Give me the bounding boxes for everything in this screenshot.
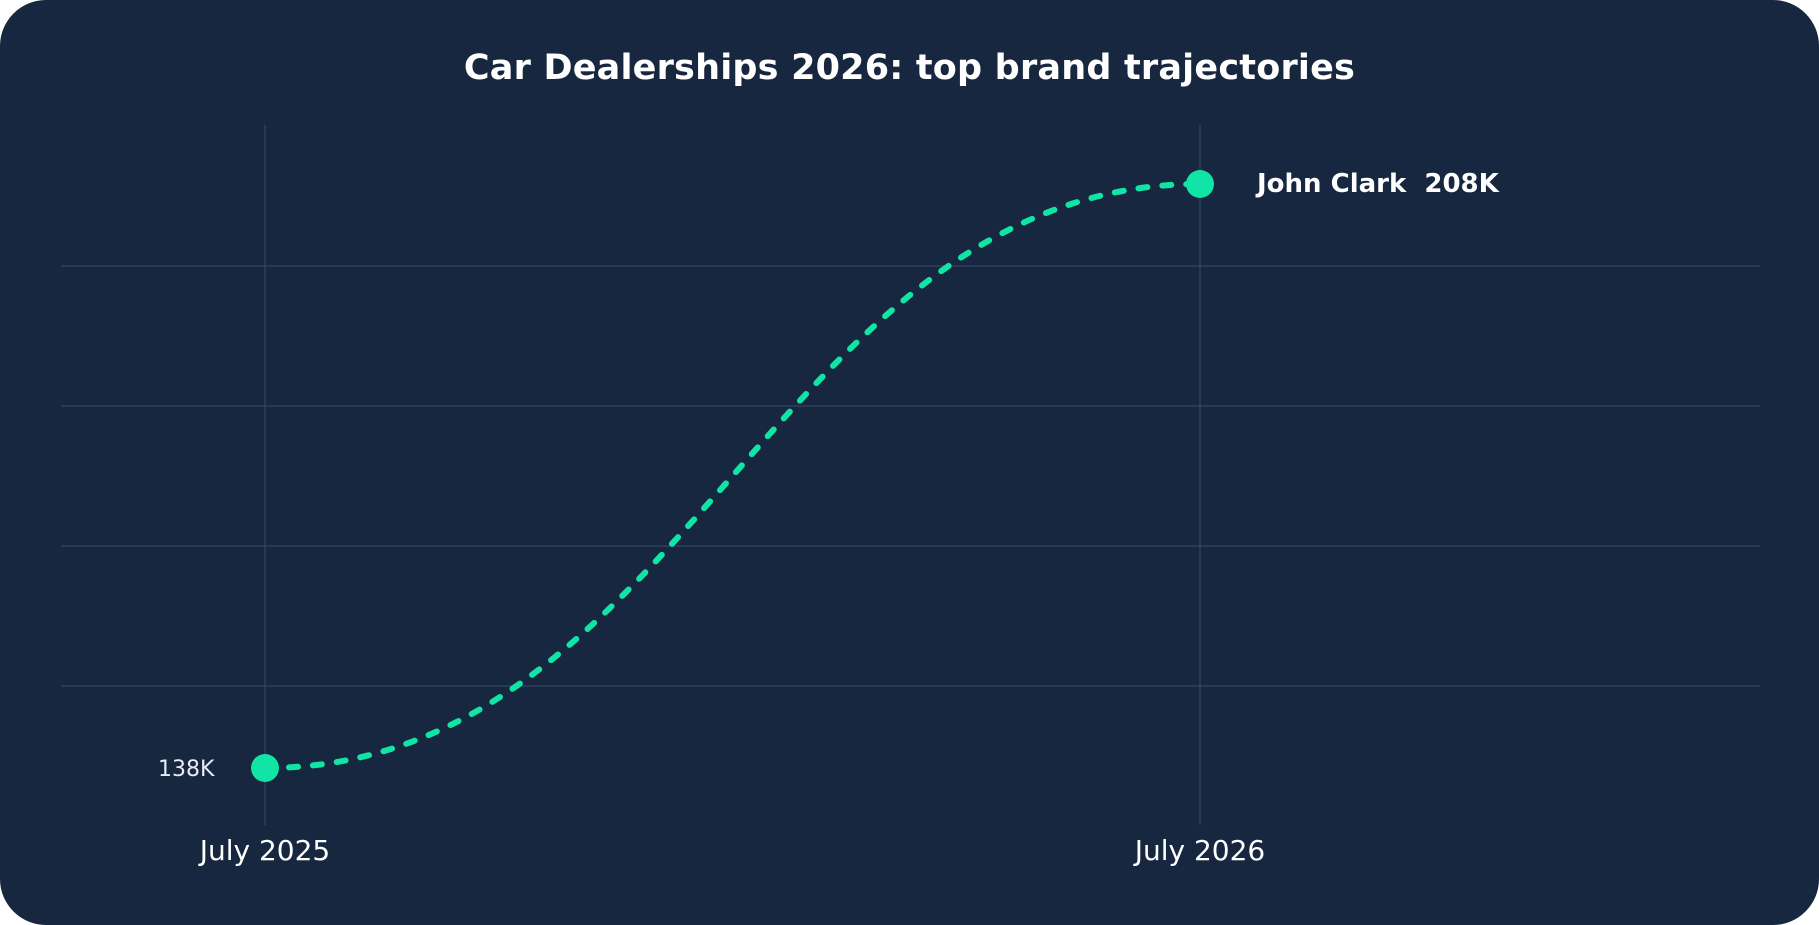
start-value-label: 138K [158, 757, 215, 782]
label-layer: July 2025 July 2026 138K John Clark 208K [158, 169, 1500, 867]
data-point [251, 754, 279, 782]
series-line [262, 181, 1203, 771]
chart-title: Car Dealerships 2026: top brand trajecto… [463, 48, 1356, 88]
grid-lines [61, 125, 1760, 825]
end-series-label: John Clark 208K [1255, 169, 1500, 199]
data-point [1186, 170, 1214, 198]
x-tick-label: July 2026 [1133, 834, 1266, 867]
series-layer [251, 170, 1214, 782]
x-tick-label: July 2025 [198, 834, 331, 867]
